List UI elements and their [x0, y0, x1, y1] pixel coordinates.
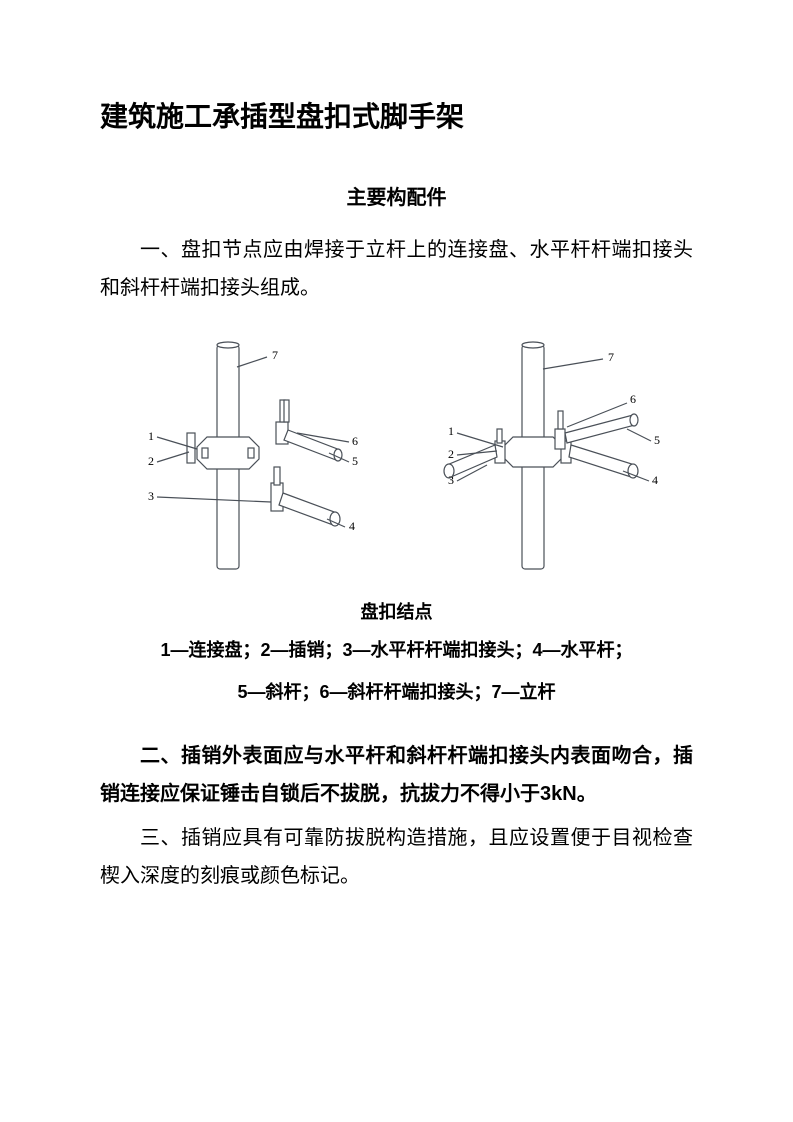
diagram-left: 1 2 3 4 — [127, 337, 367, 577]
svg-text:7: 7 — [608, 350, 614, 364]
svg-text:7: 7 — [272, 348, 278, 362]
paragraph-3: 三、插销应具有可靠防拔脱构造措施，且应设置便于目视检查楔入深度的刻痕或颜色标记。 — [100, 819, 693, 895]
diagram-legend-1: 1—连接盘；2—插销；3—水平杆杆端扣接头；4—水平杆； — [100, 631, 693, 671]
svg-text:1: 1 — [448, 424, 454, 438]
paragraph-2: 二、插销外表面应与水平杆和斜杆杆端扣接头内表面吻合，插销连接应保证锤击自锁后不拔… — [100, 737, 693, 813]
section-heading: 主要构配件 — [100, 179, 693, 217]
svg-text:2: 2 — [148, 454, 154, 468]
svg-text:5: 5 — [352, 454, 358, 468]
diagram-caption: 盘扣结点 — [100, 595, 693, 629]
diagram-right: 1 2 3 4 5 6 7 — [427, 337, 667, 577]
svg-text:6: 6 — [352, 434, 358, 448]
svg-text:6: 6 — [630, 392, 636, 406]
diagram-legend-2: 5—斜杆；6—斜杆杆端扣接头；7—立杆 — [100, 673, 693, 713]
svg-text:3: 3 — [448, 473, 454, 487]
svg-text:2: 2 — [448, 447, 454, 461]
svg-text:4: 4 — [349, 519, 355, 533]
svg-text:4: 4 — [652, 473, 658, 487]
paragraph-1: 一、盘扣节点应由焊接于立杆上的连接盘、水平杆杆端扣接头和斜杆杆端扣接头组成。 — [100, 231, 693, 307]
svg-text:5: 5 — [654, 433, 660, 447]
svg-text:3: 3 — [148, 489, 154, 503]
svg-text:1: 1 — [148, 429, 154, 443]
page-title: 建筑施工承插型盘扣式脚手架 — [100, 90, 693, 143]
diagram-row: 1 2 3 4 — [100, 337, 693, 577]
